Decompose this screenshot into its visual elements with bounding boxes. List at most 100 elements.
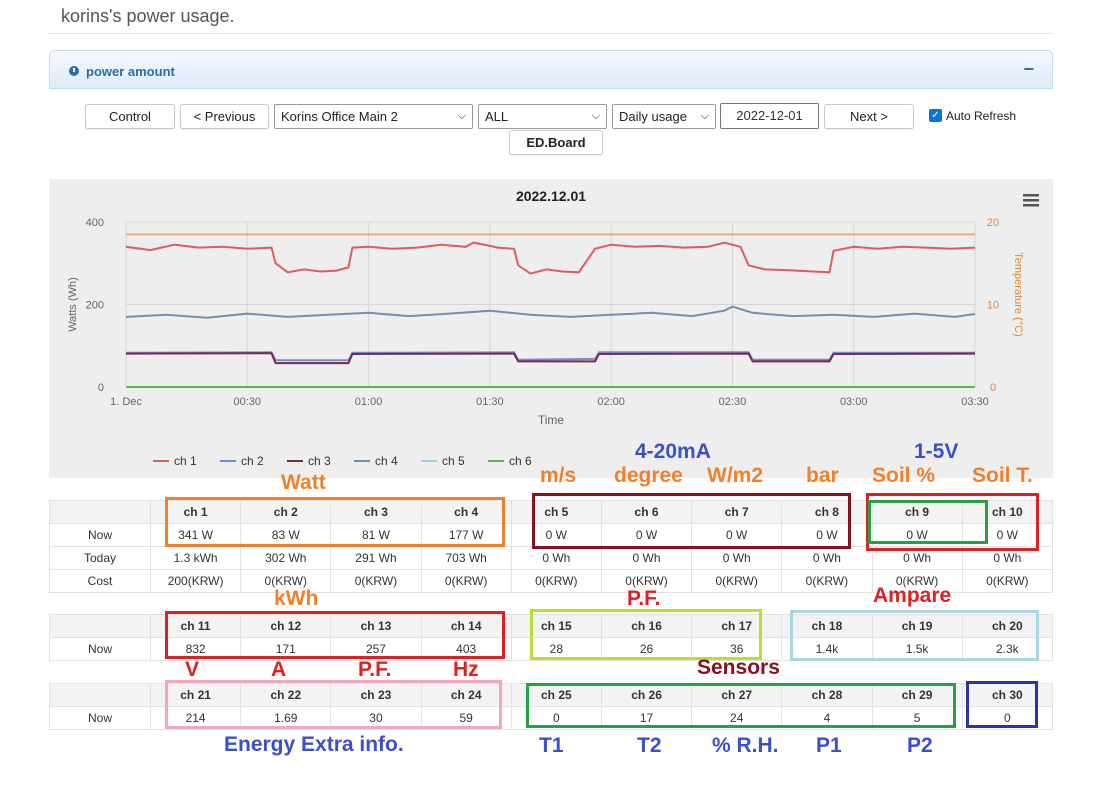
hamburger-icon: [1023, 199, 1039, 202]
table-cell: 0 Wh: [691, 546, 783, 570]
sensors-group-box: [526, 683, 956, 728]
table-corner: [49, 683, 151, 707]
device-select-value: Korins Office Main 2: [281, 109, 398, 124]
y-right-axis-label: Temperature (°C): [1012, 252, 1024, 336]
auto-refresh-checkbox[interactable]: ✓: [929, 109, 942, 122]
annotation-sensors: Sensors: [697, 656, 780, 679]
edboard-button[interactable]: ED.Board: [509, 130, 603, 155]
annotation-v: V: [185, 658, 200, 681]
annotation-bar: bar: [806, 464, 839, 487]
row-label: Today: [49, 546, 151, 570]
y-right-tick-label: 20: [987, 217, 999, 229]
table-cell: 0 Wh: [781, 546, 873, 570]
table-row-now: Now 341 W 83 W 81 W 177 W 0 W 0 W 0 W 0 …: [49, 523, 1054, 547]
annotation-soil-pct: Soil %: [872, 464, 936, 487]
x-tick-label: 00:30: [234, 396, 262, 408]
table-cell: 0(KRW): [420, 569, 512, 593]
table-header-cell: ch 18: [781, 614, 873, 638]
panel-title: power amount: [86, 64, 175, 79]
table-cell: 291 Wh: [330, 546, 422, 570]
table-header-row: ch 1 ch 2 ch 3 ch 4 ch 5 ch 6 ch 7 ch 8 …: [49, 500, 1054, 524]
date-input[interactable]: 2022-12-01: [720, 103, 819, 129]
table-header-cell: ch 19: [871, 614, 963, 638]
channel-table-3: ch 21 ch 22 ch 23 ch 24 ch 25 ch 26 ch 2…: [49, 683, 1054, 730]
legend-item: ch 6: [509, 454, 532, 468]
1-5v-inner-box: [868, 500, 988, 544]
table-cell: 0(KRW): [600, 569, 693, 593]
legend-item: ch 2: [241, 454, 264, 468]
table-cell: 0(KRW): [961, 569, 1054, 593]
table-cell: 0 W: [691, 523, 783, 547]
1-5v-outer-box: [866, 493, 1039, 551]
table-cell: 0(KRW): [510, 569, 602, 593]
table-header-cell: ch 12: [240, 614, 332, 638]
4-20ma-group-box: [532, 493, 851, 549]
annotation-a: A: [271, 658, 287, 681]
ampare-group-box: [790, 610, 1039, 661]
table-cell: 0 Wh: [600, 546, 693, 570]
y-axis-label: Watts (Wh): [67, 277, 79, 332]
table-cell: 200(KRW): [149, 569, 242, 593]
row-label: Cost: [49, 569, 151, 593]
collapse-button[interactable]: −: [1023, 59, 1034, 79]
annotation-kwh: kWh: [274, 587, 319, 610]
ch30-box: [966, 681, 1038, 728]
annotation-4-20ma: 4-20mA: [635, 440, 711, 463]
channel-select-value: ALL: [485, 109, 509, 124]
x-tick-label: 01:00: [355, 396, 383, 408]
next-button[interactable]: Next >: [824, 104, 914, 129]
x-tick-label: 02:00: [597, 396, 625, 408]
x-tick-label: 01:30: [476, 396, 504, 408]
table-header-row: ch 21 ch 22 ch 23 ch 24 ch 25 ch 26 ch 2…: [49, 683, 1054, 707]
previous-button[interactable]: < Previous: [180, 104, 269, 129]
page-title: korins's power usage.: [61, 6, 235, 26]
table-cell: 83 W: [240, 523, 332, 547]
table-header-cell: ch 14: [420, 614, 512, 638]
energy-extra-box: [165, 680, 502, 729]
annotation-ampare: Ampare: [873, 584, 952, 607]
table-header-cell: ch 16: [600, 614, 693, 638]
annotation-watt: Watt: [281, 471, 326, 494]
pf-group-box: [530, 609, 762, 660]
watt-group-box: [165, 497, 505, 547]
table-cell: 1.4k: [781, 637, 873, 661]
table-cell: 703 Wh: [420, 546, 512, 570]
x-axis-label: Time: [538, 413, 565, 427]
row-label: Now: [49, 637, 151, 661]
legend-item: ch 4: [375, 454, 398, 468]
annotation-pf: P.F.: [358, 658, 392, 681]
table-cell: 0(KRW): [330, 569, 422, 593]
annotation-p1: P1: [816, 734, 842, 757]
power-chart: 0 200 400 1. Dec 00:30 01:00 01:30 02:00 02:30 03…: [49, 179, 1053, 478]
channel-select[interactable]: ALL ⌵: [478, 104, 607, 129]
table-cell: 0 Wh: [510, 546, 602, 570]
period-select[interactable]: Daily usage ⌵: [612, 104, 716, 129]
table-cell: 0(KRW): [781, 569, 873, 593]
y-tick-label: 400: [86, 217, 104, 229]
y-tick-label: 200: [86, 300, 104, 312]
kwh-group-box: [165, 611, 505, 659]
annotation-t2: T2: [637, 734, 662, 757]
annotation-hz: Hz: [453, 658, 479, 681]
table-header-cell: ch 28: [781, 683, 873, 707]
hamburger-icon: [1023, 194, 1039, 197]
table-header-cell: ch 4: [420, 500, 512, 524]
annotation-ms: m/s: [540, 464, 577, 487]
annotation-degree: degree: [614, 464, 683, 487]
table-cell: 0(KRW): [240, 569, 332, 593]
table-header-cell: ch 6: [600, 500, 693, 524]
table-header-cell: ch 15: [510, 614, 602, 638]
annotation-1-5v: 1-5V: [914, 440, 959, 463]
y-right-tick-label: 10: [987, 300, 999, 312]
control-button[interactable]: Control: [85, 104, 175, 129]
annotation-wm2: W/m2: [707, 464, 764, 487]
x-tick-label: 03:00: [840, 396, 868, 408]
device-select[interactable]: Korins Office Main 2 ⌵: [274, 104, 473, 129]
row-label: Now: [49, 706, 151, 730]
series-line-ch-2: [125, 351, 975, 362]
table-header-cell: ch 7: [691, 500, 783, 524]
x-tick-label: 1. Dec: [110, 396, 142, 408]
y-right-tick-label: 0: [990, 382, 996, 394]
table-cell: 1.3 kWh: [149, 546, 242, 570]
